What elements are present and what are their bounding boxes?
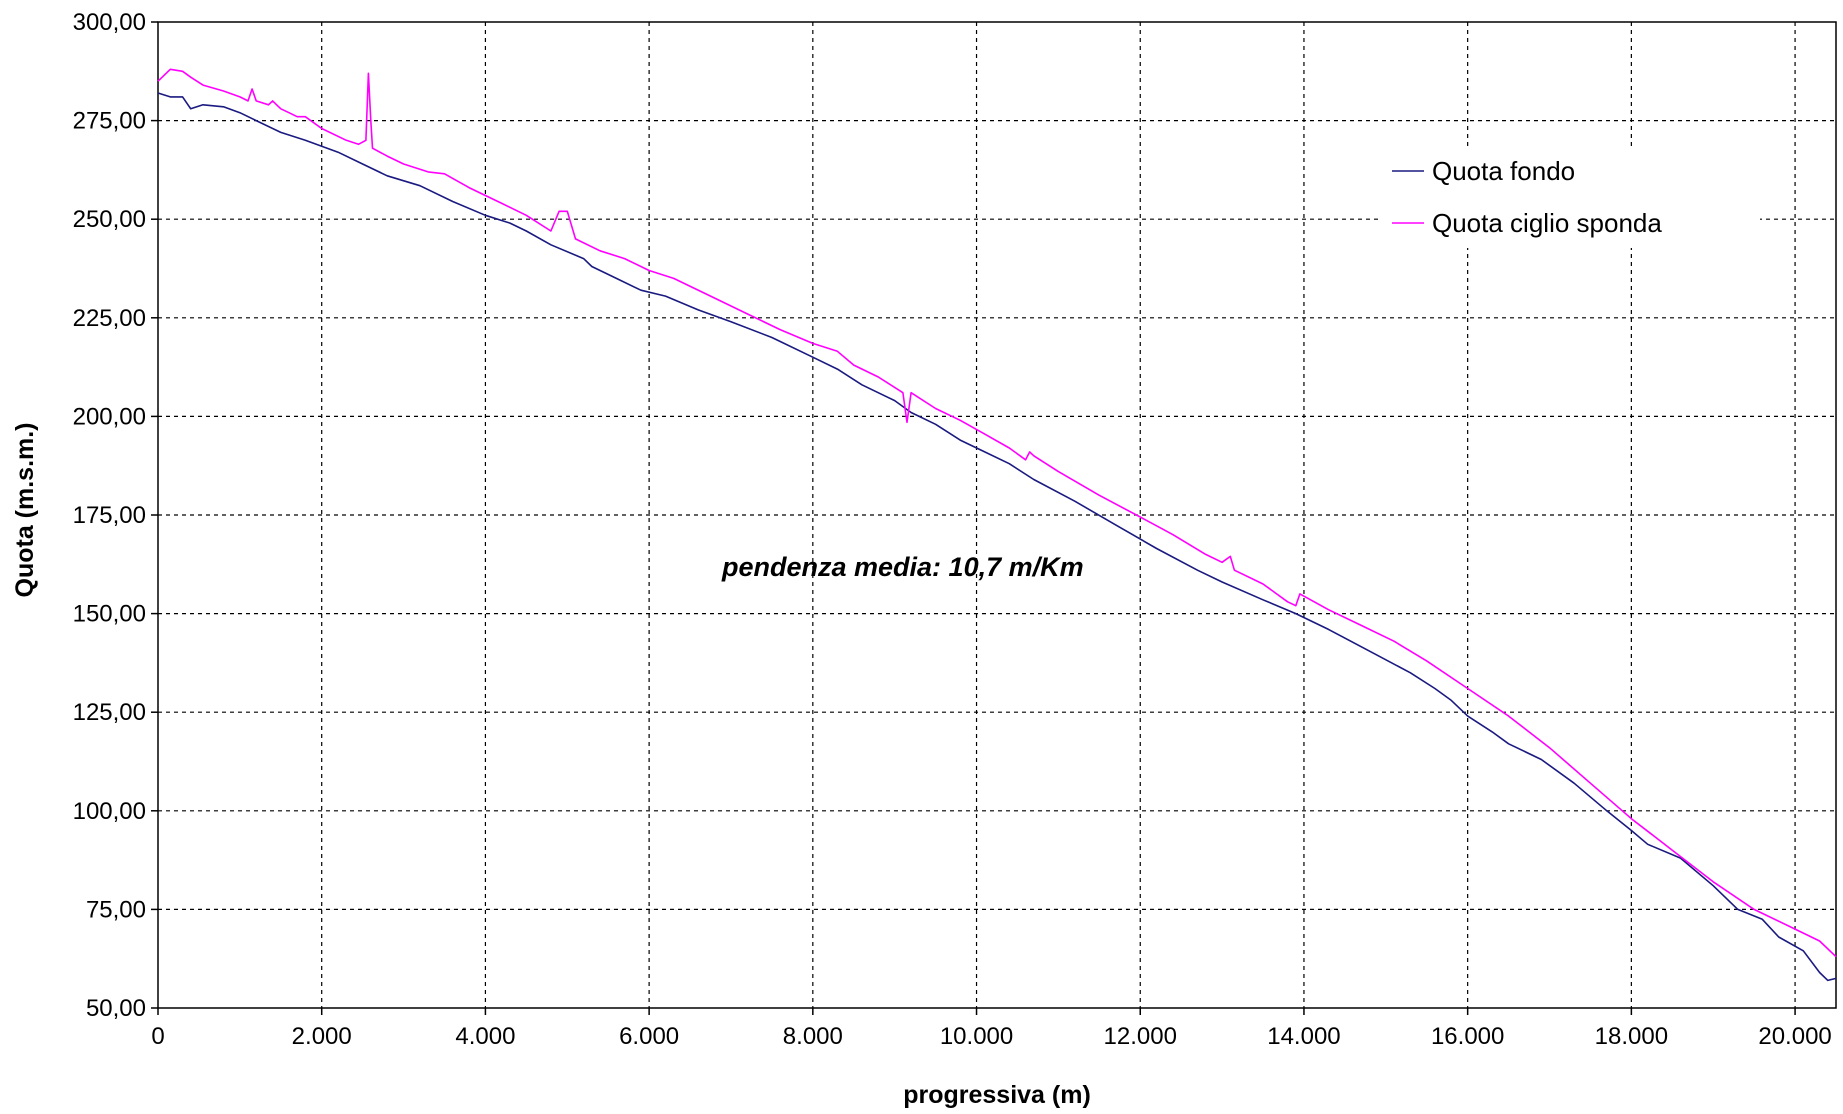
y-tick-label: 275,00: [73, 108, 146, 135]
legend-label-quota-fondo: Quota fondo: [1432, 156, 1575, 186]
x-tick-label: 4.000: [455, 1023, 515, 1050]
y-tick-label: 75,00: [86, 896, 146, 923]
series-line-1: [157, 68, 1837, 958]
y-tick-label: 200,00: [73, 403, 146, 430]
y-tick-label: 125,00: [73, 699, 146, 726]
legend: Quota fondo Quota ciglio sponda: [1380, 148, 1760, 248]
series-line-0: [157, 92, 1837, 982]
y-tick-labels: 50,00 75,00 100,00 125,00 150,00 175,00 200,00…: [73, 9, 158, 1022]
y-tick-label: 50,00: [86, 995, 146, 1022]
x-tick-label: 18.000: [1595, 1023, 1668, 1050]
y-tick-label: 250,00: [73, 206, 146, 233]
y-tick-label: 100,00: [73, 798, 146, 825]
legend-background: [1380, 148, 1760, 248]
annotation-mean-slope: pendenza media: 10,7 m/Km: [721, 552, 1084, 582]
y-axis-title: Quota (m.s.m.): [11, 422, 39, 597]
y-tick-label: 150,00: [73, 601, 146, 628]
x-tick-labels: 0 2.000 4.000 6.000 8.000 10.000 12.000 14.000 1…: [151, 1008, 1832, 1050]
x-tick-label: 10.000: [940, 1023, 1013, 1050]
y-tick-label: 300,00: [73, 9, 146, 36]
x-tick-label: 0: [151, 1023, 164, 1050]
x-tick-label: 12.000: [1104, 1023, 1177, 1050]
x-tick-label: 8.000: [783, 1023, 843, 1050]
legend-label-quota-ciglio-sponda: Quota ciglio sponda: [1432, 208, 1662, 238]
x-tick-label: 16.000: [1431, 1023, 1504, 1050]
x-axis-title: progressiva (m): [903, 1081, 1091, 1109]
x-tick-label: 6.000: [619, 1023, 679, 1050]
x-tick-label: 14.000: [1267, 1023, 1340, 1050]
x-tick-label: 2.000: [292, 1023, 352, 1050]
x-tick-label: 20.000: [1758, 1023, 1831, 1050]
y-tick-label: 225,00: [73, 305, 146, 332]
series-lines: [157, 68, 1837, 982]
y-tick-label: 175,00: [73, 502, 146, 529]
